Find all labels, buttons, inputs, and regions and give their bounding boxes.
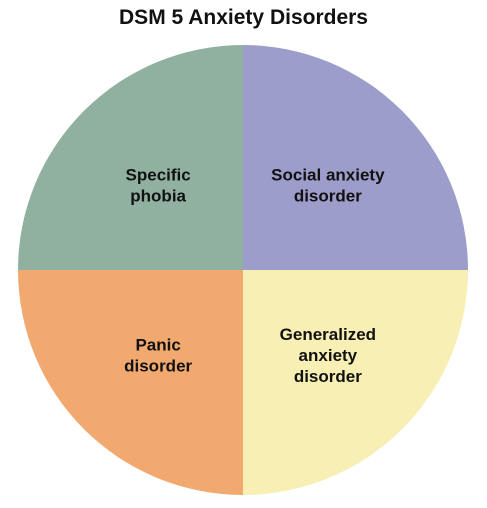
slice-label-3: Specific phobia xyxy=(126,166,191,206)
slice-label-line: disorder xyxy=(124,356,192,375)
slice-label-line: phobia xyxy=(130,187,186,206)
slice-label-line: disorder xyxy=(294,367,362,386)
slice-label-line: Panic xyxy=(135,335,180,354)
pie-slice-3 xyxy=(18,45,243,270)
pie-slice-2 xyxy=(18,270,243,495)
slice-label-line: anxiety xyxy=(299,346,358,365)
slice-label-line: Social anxiety xyxy=(271,166,385,185)
slice-label-1: Generalized anxiety disorder xyxy=(280,325,376,386)
slice-label-2: Panic disorder xyxy=(124,335,192,375)
chart-title: DSM 5 Anxiety Disorders xyxy=(119,6,368,29)
pie-slice-0 xyxy=(243,45,468,270)
slice-label-line: Generalized xyxy=(280,325,376,344)
slice-label-0: Social anxiety disorder xyxy=(271,166,385,206)
pie-slice-1 xyxy=(243,270,468,495)
slice-label-line: disorder xyxy=(294,187,362,206)
slice-label-line: Specific xyxy=(126,166,191,185)
